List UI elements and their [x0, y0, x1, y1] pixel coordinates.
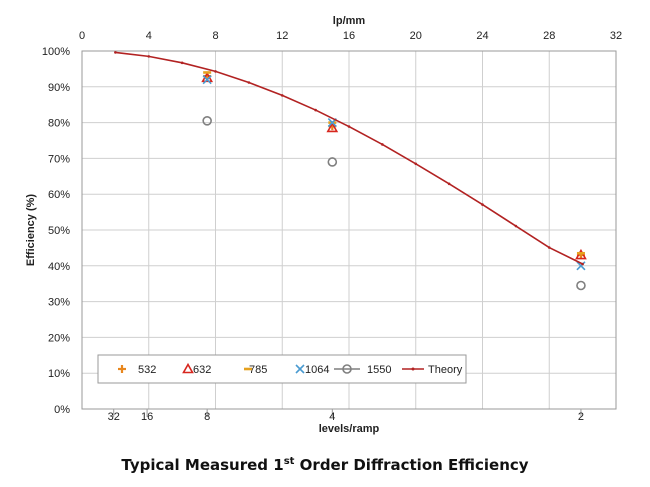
caption-prefix: Typical Measured 1 — [121, 456, 284, 474]
y-tick-label: 70% — [48, 153, 70, 165]
x-b — [576, 261, 586, 271]
circle-shape — [342, 364, 352, 374]
legend-label: 1550 — [367, 364, 391, 376]
legend-label: 532 — [138, 364, 156, 376]
x-b — [202, 75, 212, 85]
top-tick-label: 8 — [212, 30, 218, 42]
circle-shape — [327, 157, 338, 167]
legend-marker-1064 — [295, 364, 305, 374]
theory-point — [247, 81, 251, 84]
bottom-tick-label: 4 — [329, 411, 335, 423]
y-tick-label: 40% — [48, 261, 70, 273]
top-axis-title: lp/mm — [333, 15, 366, 27]
legend-label: Theory — [428, 364, 463, 376]
theory-point — [180, 61, 184, 65]
theory-point — [547, 246, 551, 249]
y-tick-label: 30% — [48, 297, 70, 309]
legend-marker-1550 — [342, 364, 352, 374]
y-tick-label: 60% — [48, 189, 70, 201]
theory-point — [114, 51, 117, 54]
legend-label: 1064 — [305, 364, 329, 376]
theory-point — [447, 182, 451, 186]
y-tick-label: 10% — [48, 368, 70, 380]
y-tick-label: 90% — [48, 82, 70, 94]
top-tick-label: 28 — [543, 30, 555, 42]
bottom-tick-label: 8 — [204, 411, 210, 423]
y-tick-label: 20% — [48, 332, 70, 344]
efficiency-chart: 0% 10% 20% 30% 40% 50% 60% 70% 80% 90% 100% 0 4 8 12 16… — [25, 15, 622, 435]
bottom-tick-label: 2 — [578, 411, 584, 423]
data-point-1550 — [327, 157, 338, 167]
theory-point — [280, 94, 284, 97]
chart-caption: Typical Measured 1st Order Diffraction E… — [0, 456, 650, 474]
top-tick-label: 32 — [610, 30, 622, 42]
x-b — [295, 364, 305, 374]
legend: 532 632 785 1064 1550 Theory — [97, 354, 467, 384]
theory-point — [147, 55, 151, 58]
theory-point — [347, 125, 351, 128]
y-tick-label: 50% — [48, 225, 70, 237]
legend-marker-532 — [118, 365, 126, 373]
triangle-shape — [326, 121, 339, 133]
theory-point — [581, 262, 584, 266]
top-tick-label: 12 — [276, 30, 288, 42]
bottom-tick-label: 16 — [141, 411, 153, 423]
bottom-axis-title: levels/ramp — [319, 423, 380, 435]
y-axis-title: Efficiency (%) — [25, 194, 37, 266]
data-point-1064 — [576, 261, 586, 271]
legend-label: 632 — [193, 364, 211, 376]
y-tick-label: 80% — [48, 118, 70, 130]
data-point-1550 — [576, 280, 586, 291]
circle-shape — [202, 116, 212, 126]
top-tick-label: 16 — [343, 30, 355, 42]
circle-shape — [576, 280, 586, 291]
caption-superscript: st — [283, 456, 295, 467]
top-tick-label: 24 — [476, 30, 488, 42]
theory-point — [481, 203, 484, 206]
caption-suffix: Order Diffraction Efficiency — [294, 456, 529, 474]
y-tick-label: 100% — [42, 46, 70, 58]
bottom-tick-label: 32 — [108, 411, 120, 423]
theory-point — [414, 162, 418, 166]
top-tick-label: 20 — [410, 30, 422, 42]
data-point-632 — [326, 121, 339, 133]
legend-dot-theory — [411, 367, 415, 371]
data-point-1064 — [202, 75, 212, 85]
theory-point — [314, 108, 317, 112]
top-tick-label: 0 — [79, 30, 85, 42]
top-tick-label: 4 — [146, 30, 152, 42]
plot-border — [81, 50, 617, 410]
theory-point — [514, 224, 518, 228]
theory-point — [214, 70, 217, 73]
data-point-1550 — [202, 116, 212, 126]
legend-label: 785 — [249, 364, 267, 376]
triangle-shape — [182, 362, 194, 374]
theory-point — [381, 143, 384, 146]
y-tick-label: 0% — [54, 404, 70, 416]
legend-marker-632 — [182, 362, 194, 374]
